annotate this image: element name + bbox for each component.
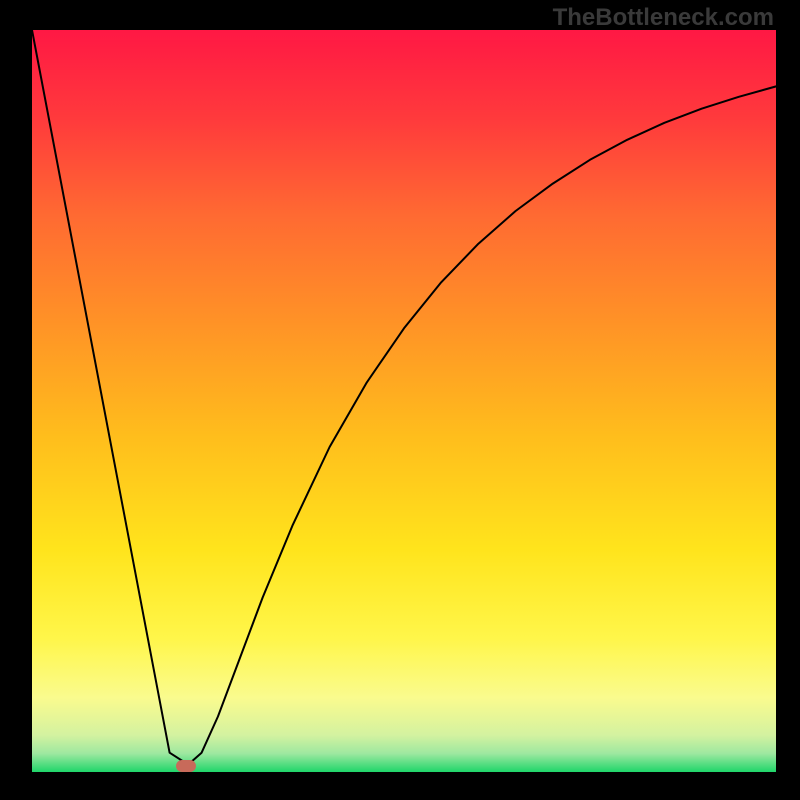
minimum-marker [176, 760, 196, 772]
border-left [0, 0, 32, 800]
border-right [776, 0, 800, 800]
chart-container: TheBottleneck.com [0, 0, 800, 800]
watermark-text: TheBottleneck.com [553, 4, 774, 32]
border-bottom [0, 772, 800, 800]
plot-area [32, 30, 776, 772]
gradient-background [32, 30, 776, 772]
